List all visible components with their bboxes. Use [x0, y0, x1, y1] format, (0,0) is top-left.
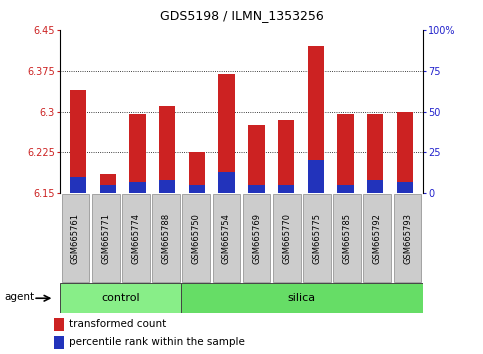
Bar — [397, 182, 413, 193]
Text: GSM665788: GSM665788 — [161, 212, 170, 264]
Text: GSM665771: GSM665771 — [101, 212, 110, 264]
Bar — [303, 194, 331, 282]
Bar — [248, 125, 265, 193]
Bar — [99, 185, 116, 193]
Bar — [248, 185, 265, 193]
Bar — [159, 106, 175, 193]
Text: GSM665754: GSM665754 — [222, 213, 231, 263]
Text: GSM665770: GSM665770 — [282, 212, 291, 264]
Bar — [333, 194, 361, 282]
Text: GSM665793: GSM665793 — [403, 212, 412, 264]
Bar — [99, 174, 116, 193]
Bar — [213, 194, 241, 282]
Bar — [364, 194, 391, 282]
Bar — [189, 152, 205, 193]
Bar — [70, 90, 86, 193]
Bar — [278, 185, 294, 193]
Bar — [122, 194, 150, 282]
Bar — [243, 194, 270, 282]
Bar — [60, 283, 181, 313]
Bar — [55, 336, 64, 348]
Bar — [308, 46, 324, 193]
Bar — [92, 194, 120, 282]
Text: GSM665785: GSM665785 — [342, 212, 352, 264]
Bar — [273, 194, 300, 282]
Text: GSM665750: GSM665750 — [192, 213, 201, 263]
Bar — [183, 194, 210, 282]
Bar — [308, 160, 324, 193]
Text: percentile rank within the sample: percentile rank within the sample — [70, 337, 245, 347]
Bar — [367, 180, 384, 193]
Text: silica: silica — [288, 293, 316, 303]
Bar — [181, 283, 423, 313]
Bar — [189, 185, 205, 193]
Text: agent: agent — [5, 292, 35, 302]
Bar — [337, 185, 354, 193]
Bar — [218, 74, 235, 193]
Bar — [62, 194, 89, 282]
Bar — [278, 120, 294, 193]
Bar — [337, 114, 354, 193]
Bar — [55, 318, 64, 331]
Bar — [152, 194, 180, 282]
Text: GSM665774: GSM665774 — [131, 212, 141, 264]
Text: transformed count: transformed count — [70, 319, 167, 329]
Bar — [129, 114, 146, 193]
Text: GDS5198 / ILMN_1353256: GDS5198 / ILMN_1353256 — [159, 9, 324, 22]
Bar — [397, 112, 413, 193]
Text: GSM665775: GSM665775 — [313, 212, 322, 264]
Bar — [394, 194, 421, 282]
Text: GSM665769: GSM665769 — [252, 212, 261, 264]
Bar — [159, 180, 175, 193]
Text: control: control — [101, 293, 140, 303]
Text: GSM665761: GSM665761 — [71, 212, 80, 264]
Bar — [218, 172, 235, 193]
Text: GSM665792: GSM665792 — [373, 213, 382, 263]
Bar — [129, 182, 146, 193]
Bar — [70, 177, 86, 193]
Bar — [367, 114, 384, 193]
